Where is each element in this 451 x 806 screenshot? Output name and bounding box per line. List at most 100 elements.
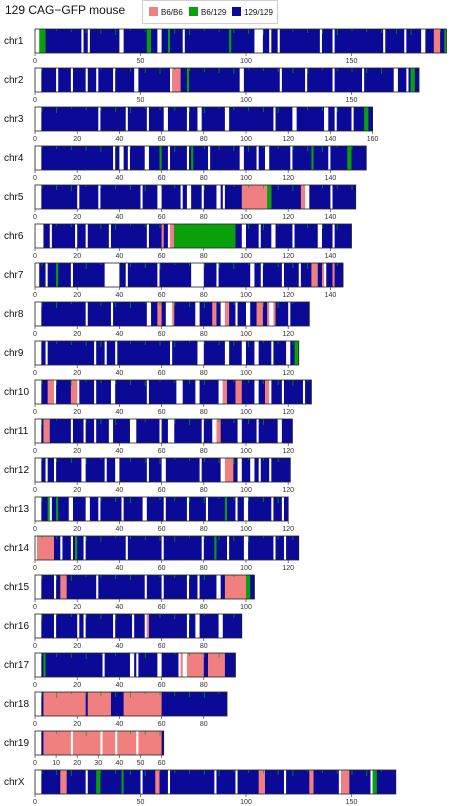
chromosome-label: chr17: [4, 660, 29, 671]
het-signal-spike: [203, 458, 205, 462]
het-signal-spike: [218, 146, 220, 150]
het-signal-spike: [277, 770, 279, 775]
het-signal-spike: [115, 185, 117, 189]
het-signal-spike: [277, 263, 279, 267]
tick-label: 60: [158, 175, 166, 182]
no-data-gap: [271, 497, 274, 521]
no-data-gap: [96, 575, 99, 599]
tick-label: 20: [73, 526, 81, 533]
het-signal-spike: [248, 458, 250, 460]
tick-label: 100: [240, 136, 252, 143]
no-data-gap: [157, 29, 162, 53]
no-data-gap: [75, 224, 78, 248]
het-signal-spike: [395, 29, 397, 34]
het-signal-spike: [70, 770, 72, 776]
het-signal-spike: [100, 380, 102, 383]
track-frame: [34, 691, 228, 717]
het-signal-spike: [56, 185, 58, 190]
het-signal-spike: [248, 107, 250, 111]
no-data-gap: [281, 263, 284, 287]
no-data-gap: [35, 263, 40, 287]
het-signal-spike: [307, 263, 309, 269]
no-data-gap: [53, 380, 57, 404]
tick-label: 20: [73, 253, 81, 260]
tick-label: 40: [116, 175, 124, 182]
no-data-gap: [279, 68, 282, 92]
segment-b6b6: [178, 653, 204, 677]
segment-b6129: [294, 341, 299, 365]
no-data-gap: [163, 107, 168, 131]
het-signal-spike: [129, 575, 131, 580]
het-signal-spike: [129, 692, 131, 698]
tick-label: 40: [116, 526, 124, 533]
no-data-gap: [85, 68, 88, 92]
tick-label: 150: [346, 97, 358, 104]
no-data-gap: [35, 536, 38, 560]
chromosome-track-chr19: chr19 0 10 20 30 40 50 60: [4, 730, 166, 767]
het-signal-spike: [41, 263, 43, 266]
tick-label: 80: [200, 253, 208, 260]
het-signal-spike: [321, 29, 323, 34]
het-signal-spike: [100, 419, 102, 424]
het-signal-spike: [381, 68, 383, 74]
het-signal-spike: [56, 146, 58, 149]
tick-label: 100: [240, 214, 252, 221]
het-signal-spike: [189, 692, 191, 697]
no-data-gap: [144, 146, 149, 170]
het-signal-spike: [203, 302, 205, 308]
het-signal-spike: [70, 185, 72, 191]
het-signal-spike: [129, 185, 131, 190]
het-signal-spike: [203, 107, 205, 113]
tick-label: 20: [73, 760, 81, 767]
het-signal-spike: [115, 146, 117, 148]
segment-b6b6: [47, 380, 54, 404]
het-signal-spike: [321, 185, 323, 188]
chromosome-track-chr14: chr14 0 20 40 60 80 100 120: [4, 535, 300, 572]
het-signal-spike: [159, 614, 161, 618]
het-signal-spike: [174, 653, 176, 655]
segment-b6129: [146, 29, 152, 53]
het-signal-spike: [115, 380, 117, 384]
het-signal-spike: [70, 653, 72, 658]
no-data-gap: [241, 224, 246, 248]
het-signal-spike: [115, 692, 117, 697]
tick-label: 160: [367, 136, 379, 143]
het-signal-spike: [218, 497, 220, 499]
chromosome-track-chr9: chr9 0 20 40 60 80 100 120: [4, 340, 300, 377]
het-signal-spike: [233, 146, 235, 151]
segment-b6129: [167, 29, 171, 53]
no-data-gap: [157, 653, 162, 677]
no-data-gap: [119, 29, 124, 53]
tick-label: 0: [33, 799, 37, 806]
tick-label: 60: [158, 331, 166, 338]
tick-label: 80: [200, 331, 208, 338]
no-data-gap: [277, 29, 280, 53]
no-data-gap: [305, 185, 310, 209]
tick-label: 40: [116, 409, 124, 416]
no-data-gap: [199, 458, 202, 482]
het-signal-spike: [41, 536, 43, 538]
het-signal-spike: [277, 107, 279, 113]
het-signal-spike: [115, 497, 117, 502]
het-signal-spike: [159, 731, 161, 736]
tick-label: 100: [240, 604, 252, 611]
no-data-gap: [110, 380, 116, 404]
no-data-gap: [197, 341, 204, 365]
het-signal-spike: [70, 29, 72, 32]
het-signal-spike: [129, 536, 131, 539]
het-signal-spike: [100, 653, 102, 655]
tick-label: 60: [158, 721, 166, 728]
tick-label: 140: [325, 292, 337, 299]
track-129-background: [35, 263, 344, 287]
tick-label: 120: [282, 292, 294, 299]
no-data-gap: [144, 575, 147, 599]
chromosome-track-chr6: chr6 0 20 40 60 80 100 120 140: [4, 223, 352, 260]
het-signal-spike: [129, 302, 131, 308]
no-data-gap: [317, 224, 322, 248]
het-signal-spike: [100, 263, 102, 265]
no-data-gap: [292, 224, 295, 248]
het-signal-spike: [159, 770, 161, 772]
het-signal-spike: [277, 224, 279, 226]
chromosome-track-chr11: chr11 0 20 40 60 80 100 120: [4, 418, 294, 455]
no-data-gap: [330, 185, 333, 209]
